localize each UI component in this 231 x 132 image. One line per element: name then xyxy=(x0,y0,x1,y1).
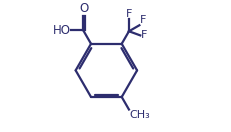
Text: F: F xyxy=(125,9,132,19)
Text: HO: HO xyxy=(52,24,70,37)
Text: F: F xyxy=(140,15,146,25)
Text: CH₃: CH₃ xyxy=(129,110,150,121)
Text: F: F xyxy=(141,30,147,40)
Text: O: O xyxy=(79,2,88,15)
